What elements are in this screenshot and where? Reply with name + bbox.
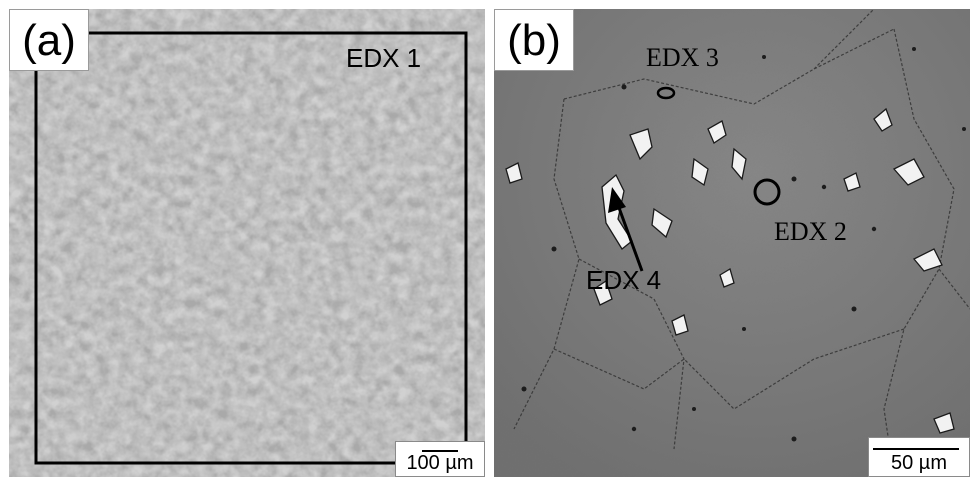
scale-bar-label-b: 50 µm (891, 452, 947, 474)
edx-3-label: EDX 3 (646, 43, 719, 72)
micrograph-image-b (494, 9, 970, 477)
edx-4-arrow-head (608, 187, 626, 213)
micrograph-panel-a: (a) EDX 1 100 µm (9, 9, 485, 477)
edx-4-arrow-shaft (616, 204, 644, 272)
scale-bar-label-a: 100 µm (406, 452, 474, 474)
scale-bar-line-b (873, 448, 959, 450)
edx-2-marker (753, 178, 781, 206)
scale-bar-b: 50 µm (868, 437, 970, 477)
micrograph-image-a (9, 9, 485, 477)
edx-2-label: EDX 2 (774, 217, 847, 246)
panel-label-b: (b) (494, 9, 574, 71)
panel-label-a: (a) (9, 9, 89, 71)
edx-4-label: EDX 4 (586, 265, 662, 295)
scale-bar-a: 100 µm (395, 441, 485, 477)
scale-bar-line-a (422, 450, 458, 452)
edx-1-region (34, 31, 468, 465)
edx-1-label: EDX 1 (346, 43, 422, 73)
edx-3-marker (656, 86, 676, 100)
micrograph-panel-b: (b) EDX 3 EDX 2 EDX 4 50 µm (494, 9, 970, 477)
